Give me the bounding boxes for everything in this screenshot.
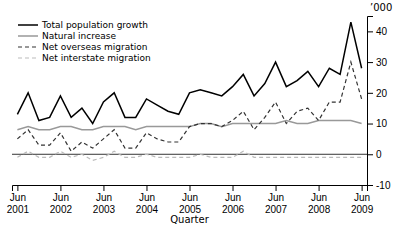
x-tick: Jun2002 <box>50 185 73 215</box>
y-tick-mark <box>367 93 373 94</box>
x-tick-label: Jun2006 <box>222 192 245 215</box>
y-tick-mark <box>367 31 373 32</box>
x-tick-mark <box>103 185 104 191</box>
y-axis: -10 0 10 20 30 40 <box>367 17 391 191</box>
legend: Total population growthNatural increaseN… <box>18 20 151 63</box>
x-tick: Jun2006 <box>222 185 245 215</box>
legend-swatch <box>18 24 38 26</box>
series-line <box>17 22 361 123</box>
x-tick: Jun2008 <box>308 185 331 215</box>
y-tick: 30 <box>367 57 388 68</box>
x-axis-title: Quarter <box>170 214 210 225</box>
x-tick: Jun2001 <box>7 185 30 215</box>
legend-item: Total population growth <box>18 20 148 30</box>
y-tick-mark <box>367 154 373 155</box>
y-tick-label: 0 <box>376 149 382 160</box>
x-tick-mark <box>146 185 147 191</box>
y-axis-title: ’000 <box>370 2 392 13</box>
x-axis-line <box>13 186 368 192</box>
x-tick-mark <box>190 185 191 191</box>
y-tick: 0 <box>367 149 382 160</box>
y-tick: 40 <box>367 26 388 37</box>
legend-item: Natural increase <box>18 31 116 41</box>
x-tick-mark <box>362 185 363 191</box>
plot: Jun2001 Jun2002 Jun2003 Jun2004 Jun2005 Jun20… <box>7 2 393 225</box>
legend-label: Natural increase <box>42 31 116 41</box>
x-tick: Jun2009 <box>351 185 374 215</box>
x-tick: Jun2003 <box>93 185 116 215</box>
series-line <box>17 62 361 151</box>
y-tick-label: 20 <box>376 88 388 99</box>
lines <box>17 22 361 160</box>
x-tick-mark <box>276 185 277 191</box>
x-tick-label: Jun2001 <box>7 192 30 215</box>
x-axis: Jun2001 Jun2002 Jun2003 Jun2004 Jun2005 Jun20… <box>7 185 374 215</box>
y-tick-mark <box>367 124 373 125</box>
x-tick-label: Jun2009 <box>351 192 374 215</box>
x-tick: Jun2004 <box>136 185 159 215</box>
x-tick-label: Jun2005 <box>179 192 202 215</box>
legend-label: Net overseas migration <box>42 42 147 52</box>
x-tick-mark <box>233 185 234 191</box>
legend-item: Net interstate migration <box>18 53 151 63</box>
x-tick-mark <box>17 185 18 191</box>
x-tick-label: Jun2008 <box>308 192 331 215</box>
x-tick: Jun2007 <box>265 185 288 215</box>
zero-line <box>12 154 367 155</box>
y-tick-label: 30 <box>376 57 388 68</box>
x-tick-mark <box>319 185 320 191</box>
x-tick-label: Jun2002 <box>50 192 73 215</box>
x-tick-label: Jun2004 <box>136 192 159 215</box>
y-tick: 20 <box>367 88 388 99</box>
legend-swatch <box>18 46 38 47</box>
legend-swatch <box>18 35 38 37</box>
series-line <box>17 151 361 160</box>
chart: Jun2001 Jun2002 Jun2003 Jun2004 Jun2005 Jun20… <box>0 0 397 227</box>
y-tick: 10 <box>367 118 388 129</box>
legend-label: Total population growth <box>41 20 148 30</box>
y-tick-label: 40 <box>376 26 388 37</box>
x-tick: Jun2005 <box>179 185 202 215</box>
x-tick-label: Jun2007 <box>265 192 288 215</box>
y-tick-label: -10 <box>376 180 391 191</box>
y-tick-mark <box>367 62 373 63</box>
y-tick-mark <box>367 185 373 186</box>
x-tick-mark <box>60 185 61 191</box>
y-tick: -10 <box>367 180 391 191</box>
y-tick-label: 10 <box>376 118 388 129</box>
legend-swatch <box>18 57 38 58</box>
legend-item: Net overseas migration <box>18 42 147 52</box>
y-axis-line <box>368 17 374 186</box>
x-tick-label: Jun2003 <box>93 192 116 215</box>
series-line <box>17 120 361 129</box>
legend-label: Net interstate migration <box>42 53 151 63</box>
